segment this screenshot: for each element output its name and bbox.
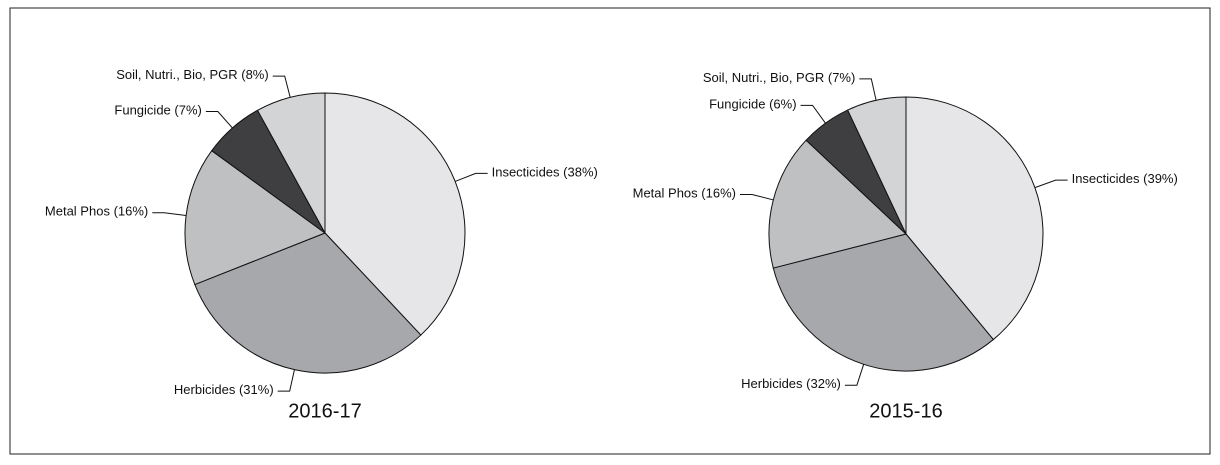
leader-line [205, 110, 233, 129]
slice-category: Fungicide [709, 97, 765, 112]
leader-line [1034, 179, 1068, 189]
slice-label: Insecticides (39%) [1072, 172, 1178, 187]
slice-label: Soil, Nutri., Bio, PGR (8%) [116, 68, 268, 83]
slice-value: (7%) [828, 70, 855, 85]
leader-line [152, 212, 187, 216]
slice-label: Fungicide (6%) [709, 97, 796, 112]
slice-value: (32%) [806, 377, 841, 392]
chart-title: 2016-17 [288, 400, 361, 422]
slice-label: Fungicide (7%) [114, 103, 201, 118]
leader-line [739, 193, 774, 201]
leader-line [277, 369, 295, 392]
slice-category: Herbicides [174, 383, 236, 398]
pie-slice [772, 233, 995, 372]
pie-slice [847, 96, 907, 235]
leader-line [272, 75, 291, 98]
slice-category: Metal Phos [45, 204, 111, 219]
slice-value: (7%) [174, 103, 201, 118]
slice-value: (16%) [701, 186, 736, 201]
leader-line [800, 104, 826, 124]
slice-label: Insecticides (38%) [492, 165, 598, 180]
slice-category: Metal Phos [633, 186, 699, 201]
leader-line [859, 78, 877, 101]
pie-slice [184, 150, 327, 286]
leader-line [454, 172, 488, 182]
slice-label: Metal Phos (16%) [45, 204, 148, 219]
slice-label: Soil, Nutri., Bio, PGR (7%) [703, 70, 855, 85]
pie-slice [905, 96, 1044, 341]
chart-title: 2015-16 [869, 400, 942, 422]
slice-category: Insecticides [492, 165, 560, 180]
slice-label: Metal Phos (16%) [633, 186, 736, 201]
slice-label: Herbicides (32%) [741, 377, 841, 392]
slice-category: Soil, Nutri., Bio, PGR [116, 68, 237, 83]
pie-slice [768, 139, 908, 269]
slice-value: (31%) [239, 383, 274, 398]
frame [9, 7, 1211, 455]
slice-category: Fungicide [114, 103, 170, 118]
slice-category: Soil, Nutri., Bio, PGR [703, 70, 824, 85]
slice-value: (6%) [769, 97, 796, 112]
slice-category: Herbicides [741, 377, 803, 392]
leader-line [844, 364, 865, 386]
slice-value: (38%) [563, 165, 598, 180]
slice-category: Insecticides [1072, 172, 1140, 187]
slice-value: (16%) [114, 204, 149, 219]
slice-value: (8%) [241, 68, 268, 83]
slice-value: (39%) [1143, 172, 1178, 187]
slice-label: Herbicides (31%) [174, 383, 274, 398]
